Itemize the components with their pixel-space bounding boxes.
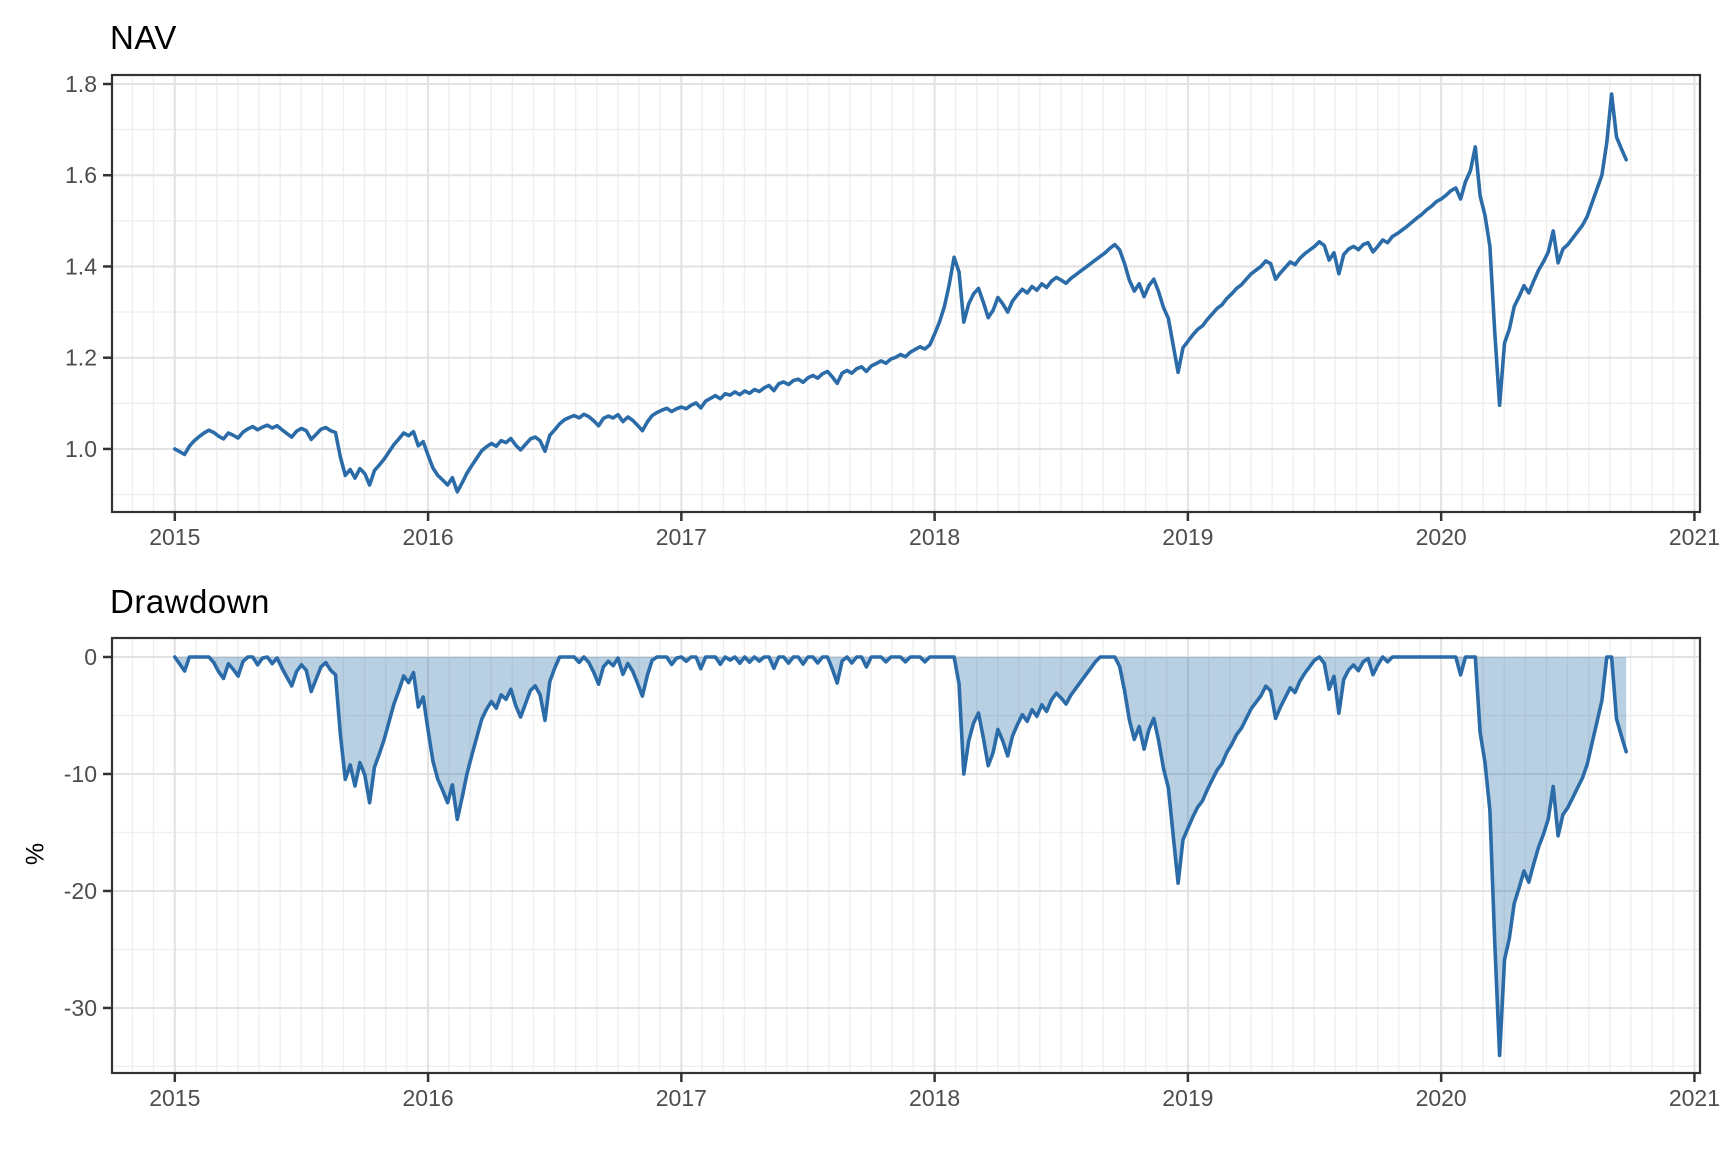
drawdown-line [173,655,1628,1058]
svg-text:1.0: 1.0 [65,436,97,462]
panel-border [110,73,1702,514]
drawdown-plot: 0 -10 -20 -30 2015 2016 2017 2018 2019 2020 2021 [64,636,1720,1111]
nav-plot: 1.0 1.2 1.4 1.6 1.8 2015 2016 2017 2018 2019 2020 2… [65,71,1720,550]
axis-tick-labels: 1.0 1.2 1.4 1.6 1.8 2015 2016 2017 2018 2019 2020 2… [65,71,1720,550]
svg-text:2020: 2020 [1416,524,1467,550]
svg-text:1.6: 1.6 [65,162,97,188]
svg-text:2020: 2020 [1416,1085,1467,1111]
svg-text:2016: 2016 [402,524,453,550]
svg-text:-10: -10 [64,761,97,787]
panel-border [110,636,1702,1075]
svg-text:2015: 2015 [149,1085,200,1111]
svg-text:2019: 2019 [1162,524,1213,550]
svg-text:2017: 2017 [656,524,707,550]
svg-text:2019: 2019 [1162,1085,1213,1111]
major-gridlines [112,75,1700,512]
nav-chart-title: NAV [110,19,177,56]
svg-text:2018: 2018 [909,524,960,550]
drawdown-area [174,657,1627,1056]
svg-text:2015: 2015 [149,524,200,550]
svg-text:2016: 2016 [402,1085,453,1111]
svg-text:1.4: 1.4 [65,253,97,279]
svg-text:2018: 2018 [909,1085,960,1111]
axis-ticks [103,82,1696,521]
nav-line [173,92,1628,494]
svg-text:2021: 2021 [1669,1085,1720,1111]
axis-ticks [103,655,1696,1082]
drawdown-chart-title: Drawdown [110,583,270,620]
minor-gridlines [112,638,1700,1073]
axis-tick-labels: 0 -10 -20 -30 2015 2016 2017 2018 2019 2020 2021 [64,644,1720,1111]
svg-text:1.2: 1.2 [65,345,97,371]
svg-text:-30: -30 [64,995,97,1021]
svg-text:2021: 2021 [1669,524,1720,550]
svg-text:-20: -20 [64,878,97,904]
svg-text:2017: 2017 [656,1085,707,1111]
svg-text:1.8: 1.8 [65,71,97,97]
drawdown-y-axis-label: % [21,842,50,866]
svg-text:0: 0 [84,644,97,670]
